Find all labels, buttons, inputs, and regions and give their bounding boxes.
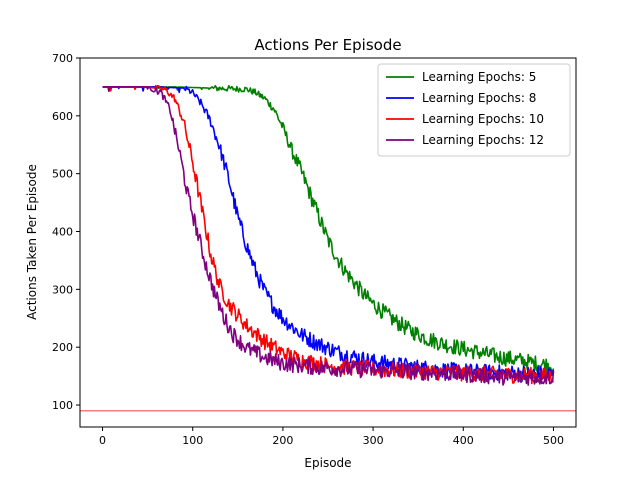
legend-label: Learning Epochs: 10 bbox=[422, 112, 544, 126]
x-axis-label: Episode bbox=[304, 456, 351, 470]
x-tick-label: 300 bbox=[363, 434, 384, 447]
x-tick-label: 200 bbox=[272, 434, 293, 447]
y-tick-label: 700 bbox=[52, 52, 73, 65]
legend-box bbox=[377, 63, 571, 157]
y-axis-label: Actions Taken Per Episode bbox=[25, 164, 39, 320]
chart-title: Actions Per Episode bbox=[254, 36, 401, 54]
x-tick-label: 0 bbox=[99, 434, 106, 447]
axes: 0 100 200 300 400 500 100 200 300 400 500 600 700 bbox=[52, 52, 577, 447]
series-line-4 bbox=[102, 86, 555, 386]
y-tick-label: 200 bbox=[52, 341, 73, 354]
x-tick-label: 500 bbox=[543, 434, 564, 447]
legend: Learning Epochs: 5 Learning Epochs: 8 Lear… bbox=[377, 63, 571, 157]
axes-frame bbox=[79, 57, 577, 428]
y-tick-label: 100 bbox=[52, 399, 73, 412]
y-tick-label: 500 bbox=[52, 168, 73, 181]
legend-label: Learning Epochs: 8 bbox=[422, 91, 536, 105]
series-line-1 bbox=[102, 84, 555, 374]
y-tick-label: 600 bbox=[52, 110, 73, 123]
x-tick-label: 400 bbox=[453, 434, 474, 447]
y-tick-label: 400 bbox=[52, 226, 73, 239]
y-tick-label: 300 bbox=[52, 283, 73, 296]
series-line-3 bbox=[102, 84, 554, 385]
legend-label: Learning Epochs: 12 bbox=[422, 133, 544, 147]
x-tick-label: 100 bbox=[182, 434, 203, 447]
legend-label: Learning Epochs: 5 bbox=[422, 70, 536, 84]
plot-area bbox=[80, 84, 576, 412]
